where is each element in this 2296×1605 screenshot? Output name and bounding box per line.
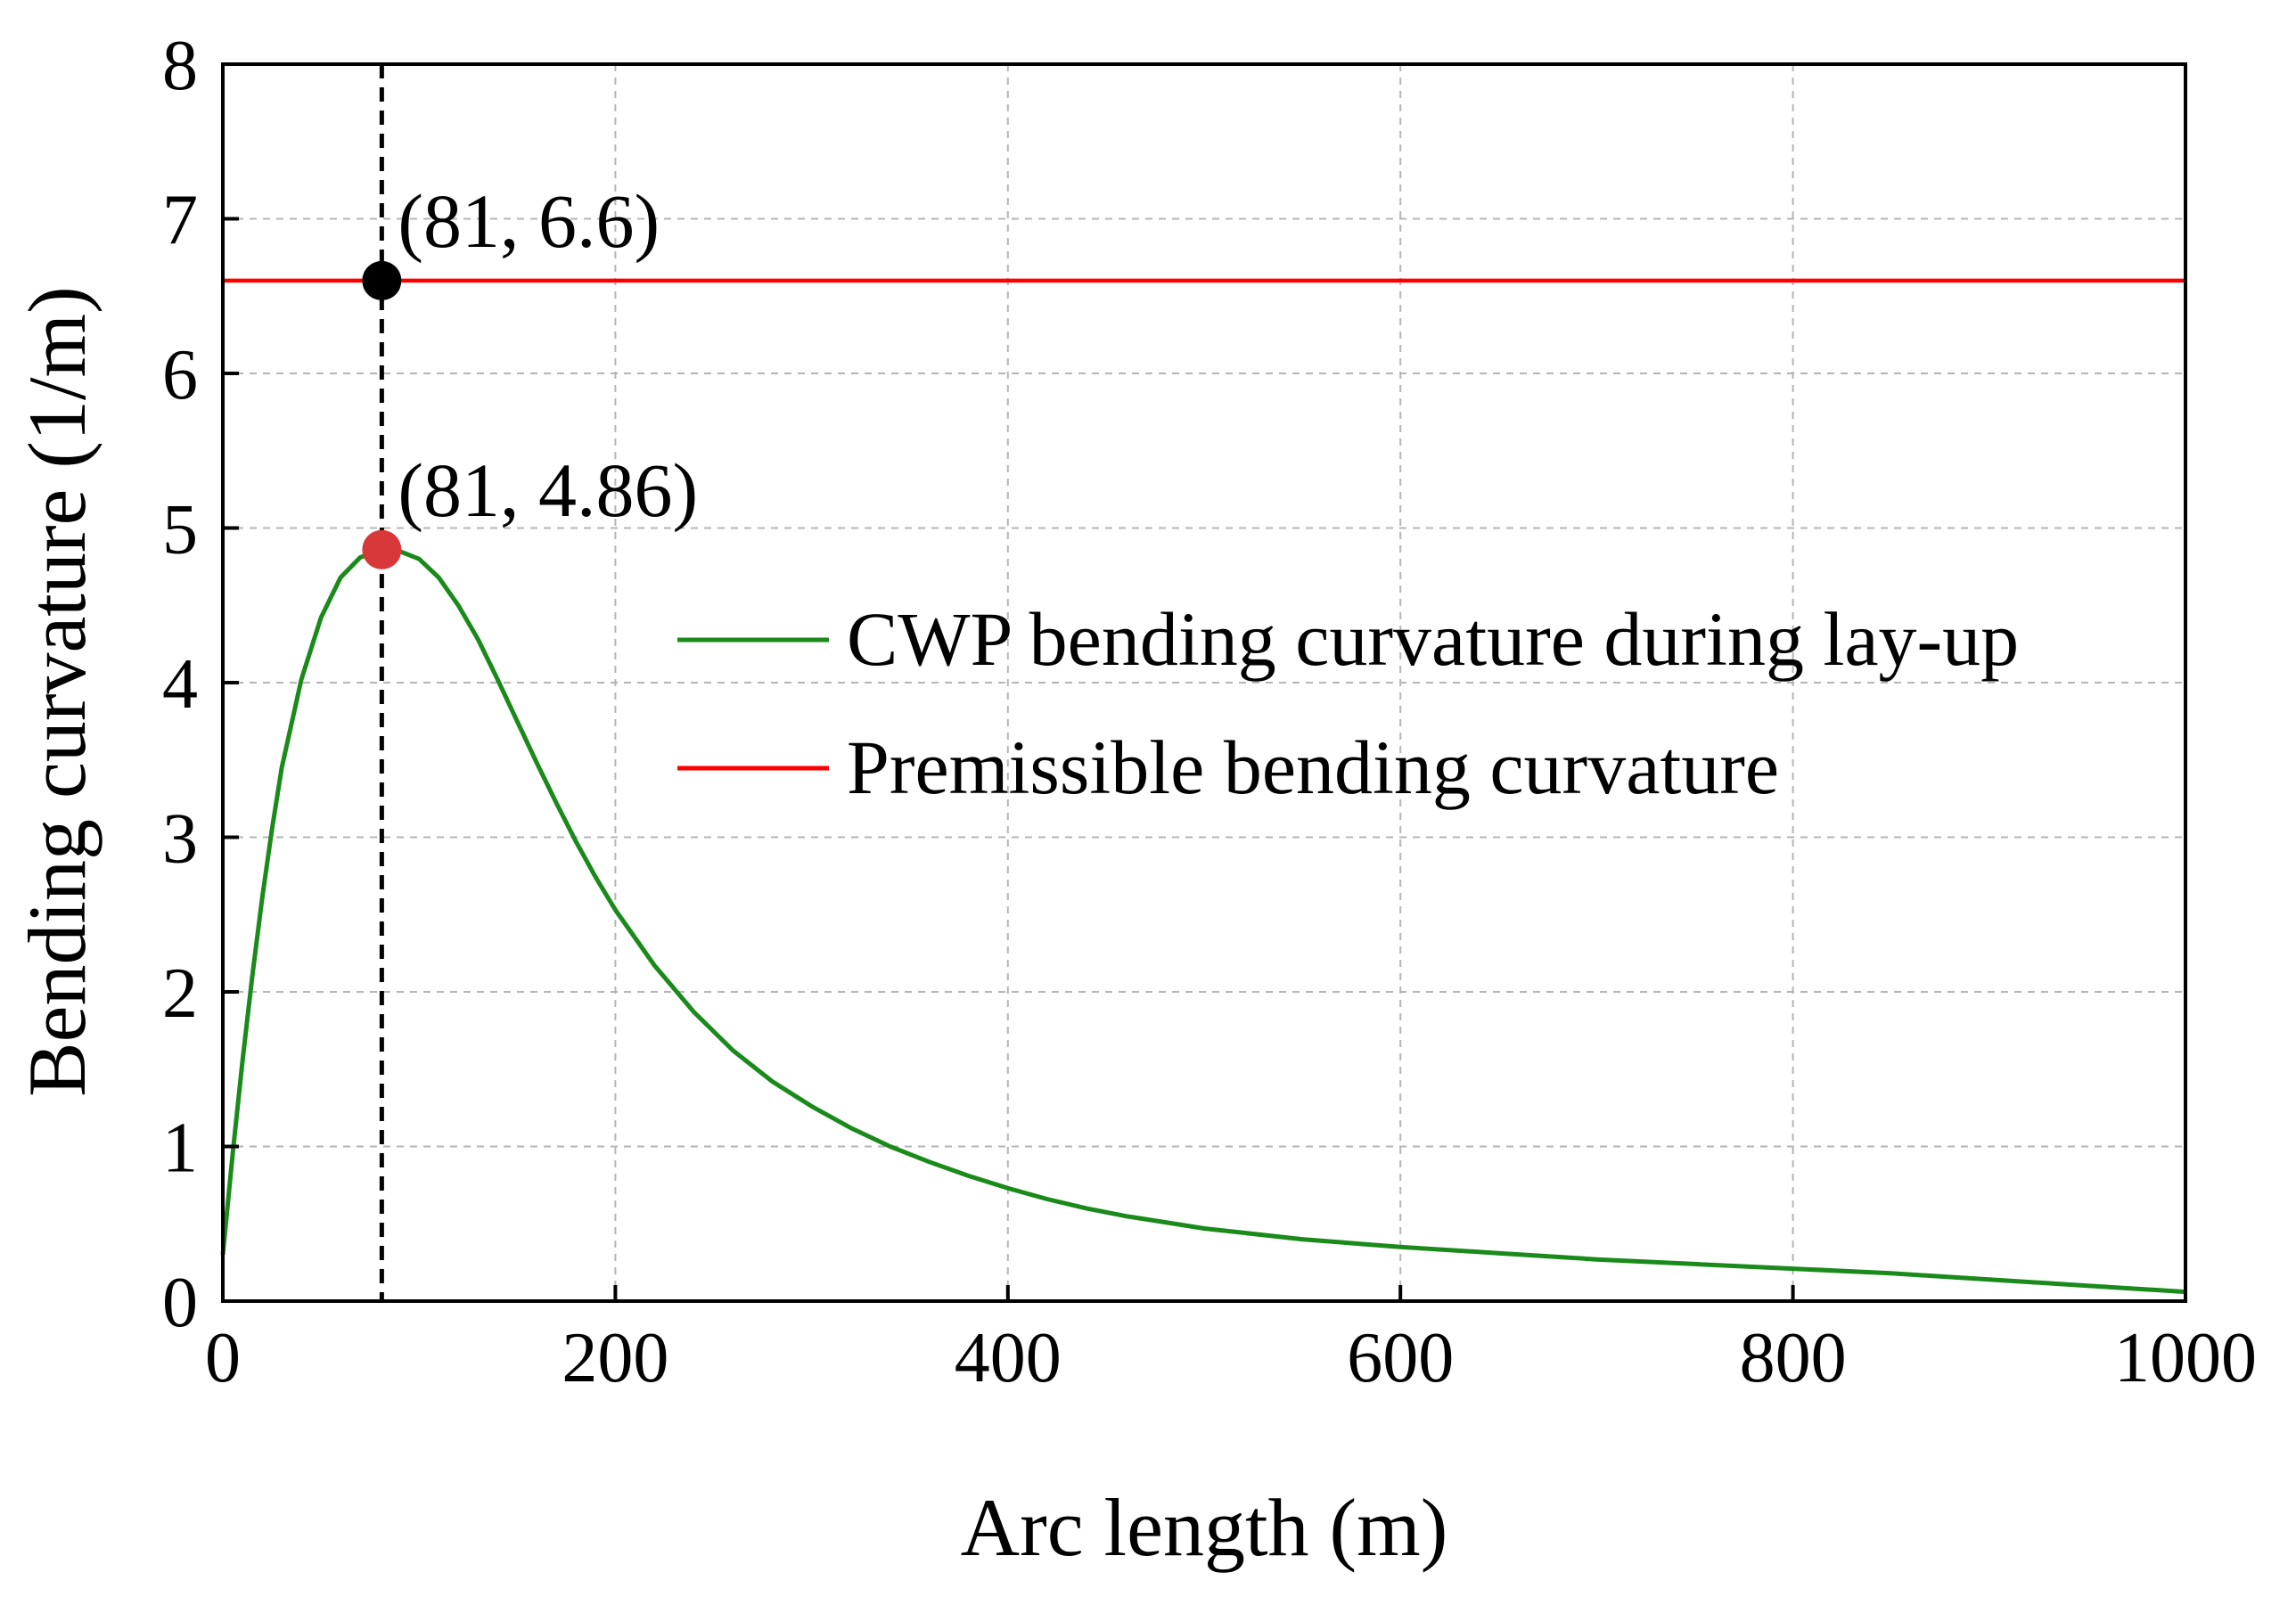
annotation-point — [362, 529, 402, 569]
y-tick-label: 2 — [162, 954, 198, 1033]
x-tick-label: 0 — [205, 1319, 241, 1397]
y-tick-label: 6 — [162, 336, 198, 414]
x-tick-label: 200 — [562, 1319, 668, 1397]
markers: (81, 6.6) (81, 4.86) — [362, 178, 698, 569]
y-tick-label: 3 — [162, 800, 198, 879]
y-tick-label: 0 — [162, 1264, 198, 1342]
annotation-point — [362, 260, 402, 300]
y-tick-label: 5 — [162, 491, 198, 569]
annotation-label: (81, 6.6) — [398, 178, 660, 264]
x-tick-label: 1000 — [2114, 1319, 2257, 1397]
series-layer — [220, 64, 2186, 1301]
x-tick-label: 400 — [955, 1319, 1062, 1397]
x-axis-title: Arc length (m) — [961, 1482, 1448, 1573]
legend: CWP bending curvature during lay-up Prem… — [677, 596, 2019, 810]
y-axis-title: Bending curvature (1/m) — [12, 286, 102, 1097]
legend-label-permissible: Premissible bending curvature — [847, 725, 1779, 810]
y-tick-label: 1 — [162, 1110, 198, 1188]
y-tick-label: 4 — [162, 645, 198, 724]
y-tick-label: 7 — [162, 182, 198, 260]
x-tick-label: 600 — [1347, 1319, 1454, 1397]
series-line-cwp — [220, 547, 2186, 1295]
annotation-label: (81, 4.86) — [398, 447, 698, 533]
grid — [223, 64, 2185, 1301]
legend-label-cwp: CWP bending curvature during lay-up — [847, 596, 2019, 682]
x-tick-label: 800 — [1740, 1319, 1847, 1397]
y-tick-label: 8 — [162, 27, 198, 105]
ticks: 0 200 400 600 800 1000 0 1 2 3 4 5 6 7 8 — [162, 27, 2257, 1397]
